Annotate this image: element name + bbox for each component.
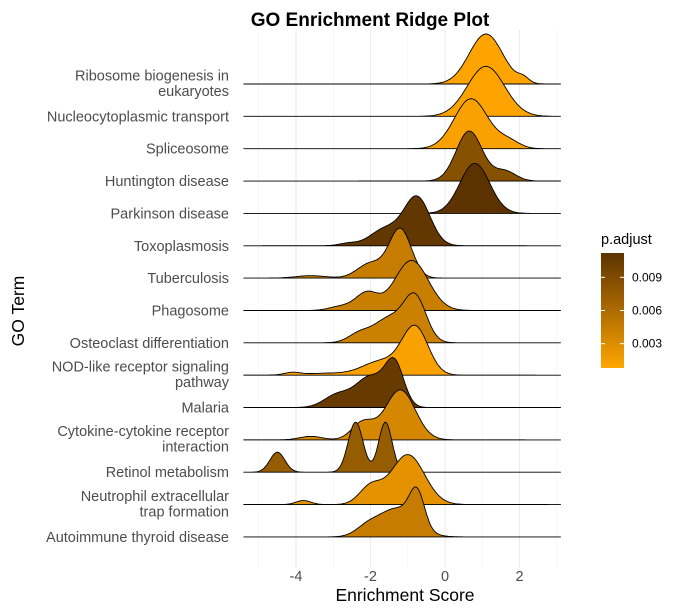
y-tick-label: Cytokine-cytokine receptor interaction — [57, 424, 229, 456]
ridge-density — [243, 486, 561, 538]
chart-title: GO Enrichment Ridge Plot — [251, 10, 490, 31]
ridge-density — [243, 260, 561, 311]
x-tick-label: 0 — [441, 569, 449, 585]
ridge-density — [243, 195, 561, 247]
legend-title: p.adjust — [601, 232, 652, 248]
y-tick-label: Autoimmune thyroid disease — [46, 530, 229, 546]
ridge-density — [243, 292, 561, 344]
x-tick-label: -4 — [290, 569, 303, 585]
grid-lines — [258, 30, 558, 568]
y-tick-label: Huntington disease — [105, 174, 229, 190]
y-tick-label: Toxoplasmosis — [134, 239, 229, 255]
legend-tick-label: 0.006 — [632, 304, 662, 318]
y-tick-label: Neutrophil extracellular trap formation — [81, 489, 229, 521]
y-axis-title: GO Term — [8, 276, 28, 347]
x-tick-labels: -4 -2 0 2 — [290, 569, 524, 585]
y-tick-label: Parkinson disease — [111, 206, 230, 222]
legend-tick-label: 0.003 — [632, 337, 662, 351]
ridge-density — [243, 65, 561, 117]
y-tick-label: NOD-like receptor signaling pathway — [52, 359, 230, 391]
ridge-density — [243, 357, 561, 408]
ridge-density — [243, 324, 561, 376]
x-tick-label: -2 — [364, 569, 377, 585]
x-tick-label: 2 — [515, 569, 523, 585]
ridge-density — [243, 389, 561, 441]
ridge-density — [243, 227, 561, 279]
y-tick-label: Phagosome — [152, 304, 229, 320]
color-legend: p.adjust 0.003 0.006 0.009 — [601, 232, 662, 368]
legend-tick-label: 0.009 — [632, 270, 662, 284]
y-tick-label: Ribosome biogenesis in eukaryotes — [75, 68, 229, 100]
y-tick-label: Retinol metabolism — [106, 465, 229, 481]
y-tick-label: Malaria — [181, 401, 229, 417]
y-tick-label: Osteoclast differentiation — [70, 336, 229, 352]
y-tick-labels: Ribosome biogenesis in eukaryotes Nucleocy… — [46, 68, 230, 546]
y-tick-label: Spliceosome — [146, 142, 229, 158]
x-axis-title: Enrichment Score — [335, 585, 474, 605]
ridges — [243, 33, 561, 538]
y-tick-label: Nucleocytoplasmic transport — [47, 109, 229, 125]
ridge-density — [243, 98, 561, 150]
legend-ticks: 0.003 0.006 0.009 — [601, 270, 662, 351]
legend-color-bar — [601, 253, 624, 368]
ridge-density — [243, 454, 561, 506]
y-tick-label: Tuberculosis — [147, 271, 229, 287]
